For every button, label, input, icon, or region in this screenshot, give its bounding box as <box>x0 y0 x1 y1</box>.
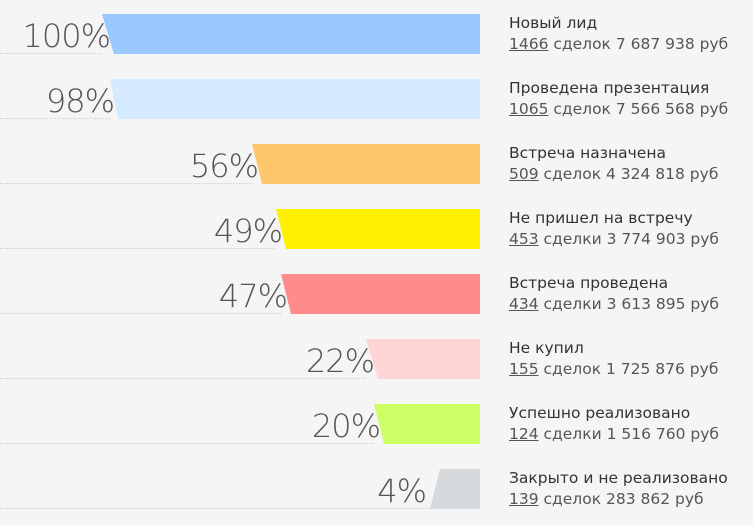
funnel-bar-shape <box>366 339 480 379</box>
funnel-bar <box>276 209 480 249</box>
funnel-stage: 47% Встреча проведена 434 сделки 3 613 895… <box>0 273 753 315</box>
stage-amount: 7 687 938 руб <box>615 35 729 53</box>
stage-name: Успешно реализовано <box>509 404 691 422</box>
funnel-bar-shape <box>374 404 480 444</box>
stage-info: Не пришел на встречу 453 сделки 3 774 903… <box>509 208 719 250</box>
stage-name: Встреча проведена <box>509 274 669 292</box>
baseline <box>0 508 430 509</box>
funnel-stage: 22% Не купил 155 сделок 1 725 876 руб <box>0 338 753 380</box>
baseline <box>0 53 102 54</box>
baseline <box>0 313 281 314</box>
funnel-stage: 100% Новый лид 1466 сделок 7 687 938 руб <box>0 13 753 55</box>
stage-summary: 509 сделок 4 324 818 руб <box>509 164 718 185</box>
stage-name: Встреча назначена <box>509 144 666 162</box>
stage-percent: 100% <box>22 17 111 55</box>
stage-percent: 47% <box>218 277 288 315</box>
funnel-bar-shape <box>102 14 480 54</box>
funnel-bar-shape <box>430 469 480 509</box>
funnel-bar <box>430 469 480 509</box>
funnel-stage: 20% Успешно реализовано 124 сделки 1 516 7… <box>0 403 753 445</box>
stage-summary: 1065 сделок 7 566 568 руб <box>509 99 728 120</box>
stage-amount: 3 774 903 руб <box>606 230 719 248</box>
funnel-bar <box>281 274 480 314</box>
deal-count-link[interactable]: 453 <box>509 230 539 248</box>
baseline <box>0 248 276 249</box>
stage-name: Не пришел на встречу <box>509 209 693 227</box>
stage-summary: 453 сделки 3 774 903 руб <box>509 229 719 250</box>
deal-count-link[interactable]: 124 <box>509 425 539 443</box>
deal-count-link[interactable]: 139 <box>509 490 539 508</box>
funnel-stage: 98% Проведена презентация 1065 сделок 7 56… <box>0 78 753 120</box>
count-word: сделок <box>543 165 602 183</box>
funnel-stage: 56% Встреча назначена 509 сделок 4 324 818… <box>0 143 753 185</box>
stage-percent: 22% <box>305 342 375 380</box>
deal-count-link[interactable]: 155 <box>509 360 539 378</box>
funnel-bar <box>102 14 480 54</box>
stage-name: Новый лид <box>509 14 598 32</box>
count-word: сделок <box>543 490 602 508</box>
deal-count-link[interactable]: 1065 <box>509 100 549 118</box>
stage-name: Не купил <box>509 339 584 357</box>
count-word: сделок <box>553 100 611 118</box>
baseline <box>0 378 366 379</box>
stage-amount: 283 862 руб <box>606 490 704 508</box>
deal-count-link[interactable]: 1466 <box>509 35 549 53</box>
count-word: сделок <box>543 360 602 378</box>
stage-amount: 4 324 818 руб <box>606 165 719 183</box>
count-word: сделки <box>543 295 602 313</box>
stage-percent: 49% <box>213 212 283 250</box>
count-word: сделки <box>543 425 602 443</box>
stage-info: Проведена презентация 1065 сделок 7 566 5… <box>509 78 728 120</box>
count-word: сделок <box>553 35 611 53</box>
stage-name: Проведена презентация <box>509 79 710 97</box>
baseline <box>0 118 110 119</box>
funnel-bar-shape <box>276 209 480 249</box>
stage-amount: 7 566 568 руб <box>615 100 729 118</box>
funnel-stage: 4% Закрыто и не реализовано 139 сделок 283… <box>0 468 753 510</box>
stage-info: Успешно реализовано 124 сделки 1 516 760 … <box>509 403 719 445</box>
stage-summary: 434 сделки 3 613 895 руб <box>509 294 719 315</box>
funnel-bar-shape <box>252 144 480 184</box>
baseline <box>0 443 374 444</box>
stage-summary: 139 сделок 283 862 руб <box>509 489 728 510</box>
stage-summary: 1466 сделок 7 687 938 руб <box>509 34 728 55</box>
stage-percent: 56% <box>189 147 259 185</box>
stage-info: Не купил 155 сделок 1 725 876 руб <box>509 338 718 380</box>
deal-count-link[interactable]: 509 <box>509 165 539 183</box>
stage-amount: 1 725 876 руб <box>606 360 719 378</box>
stage-info: Новый лид 1466 сделок 7 687 938 руб <box>509 13 728 55</box>
stage-percent: 98% <box>45 82 115 120</box>
stage-percent: 20% <box>311 407 381 445</box>
stage-summary: 124 сделки 1 516 760 руб <box>509 424 719 445</box>
stage-summary: 155 сделок 1 725 876 руб <box>509 359 718 380</box>
stage-amount: 3 613 895 руб <box>606 295 719 313</box>
deal-count-link[interactable]: 434 <box>509 295 539 313</box>
funnel-bar <box>110 79 480 119</box>
stage-name: Закрыто и не реализовано <box>509 469 728 487</box>
count-word: сделки <box>543 230 602 248</box>
baseline <box>0 183 252 184</box>
stage-info: Встреча назначена 509 сделок 4 324 818 ру… <box>509 143 718 185</box>
funnel-bar <box>366 339 480 379</box>
stage-amount: 1 516 760 руб <box>606 425 719 443</box>
stage-info: Встреча проведена 434 сделки 3 613 895 ру… <box>509 273 719 315</box>
funnel-bar-shape <box>281 274 480 314</box>
funnel-bar <box>252 144 480 184</box>
stage-info: Закрыто и не реализовано 139 сделок 283 8… <box>509 468 728 510</box>
funnel-bar-shape <box>110 79 480 119</box>
stage-percent: 4% <box>377 472 427 510</box>
funnel-bar <box>374 404 480 444</box>
funnel-stage: 49% Не пришел на встречу 453 сделки 3 774 … <box>0 208 753 250</box>
